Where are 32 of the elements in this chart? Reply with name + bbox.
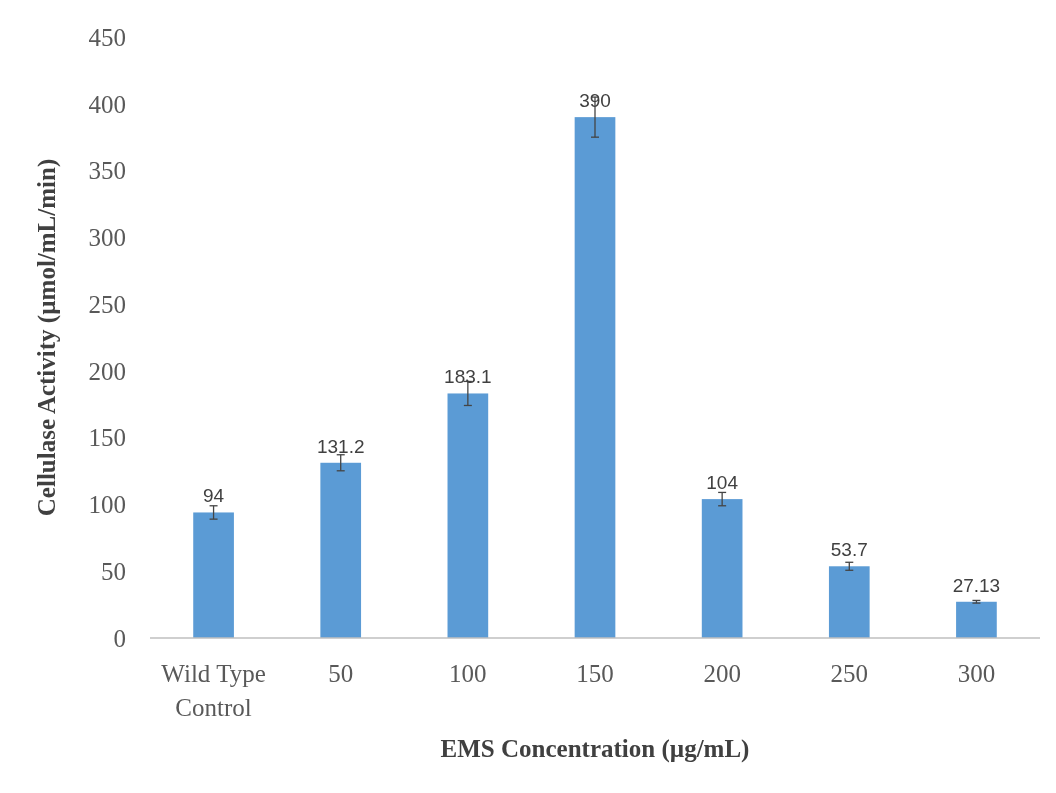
bar <box>828 566 870 638</box>
y-tick-label: 400 <box>88 90 126 118</box>
data-label: 94 <box>203 485 225 507</box>
x-tick-label: 300 <box>957 660 996 687</box>
bar <box>701 499 743 638</box>
bar <box>956 601 997 638</box>
bar <box>574 117 616 638</box>
y-tick-label: 450 <box>88 23 126 51</box>
data-label: 183.1 <box>444 366 492 388</box>
y-tick-label: 300 <box>88 224 126 252</box>
bar <box>320 462 362 638</box>
x-tick-label: 150 <box>576 660 614 687</box>
y-tick-label: 250 <box>88 290 126 318</box>
data-label: 131.2 <box>316 435 365 457</box>
bar <box>447 393 489 638</box>
bar <box>193 512 234 638</box>
y-tick-label: 100 <box>88 491 126 519</box>
data-label: 53.7 <box>830 539 868 561</box>
y-tick-label: 350 <box>88 157 126 185</box>
x-axis-title: EMS Concentration (µg/mL) <box>440 735 750 763</box>
x-tick-label: Wild Type Control <box>161 660 266 721</box>
y-tick-label: 0 <box>113 624 126 652</box>
y-tick-label: 150 <box>88 424 126 452</box>
x-tick-label: 100 <box>449 660 487 687</box>
y-axis-title: Cellulase Activity (µmol/mL/min) <box>33 158 61 517</box>
x-tick-label: 50 <box>328 660 354 687</box>
x-tick-label: 250 <box>830 660 869 687</box>
y-tick-label: 50 <box>101 557 126 585</box>
data-label: 27.13 <box>952 574 1001 596</box>
data-label: 104 <box>706 472 739 494</box>
y-tick-label: 200 <box>88 357 126 385</box>
x-tick-label: 200 <box>703 660 741 687</box>
